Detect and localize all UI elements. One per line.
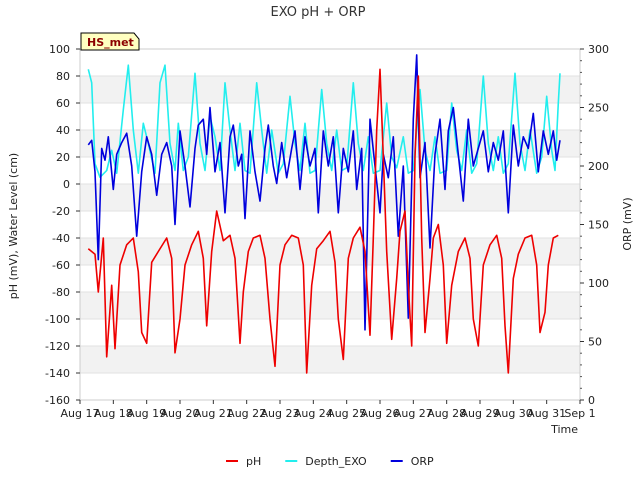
left-y-tick-label: 0 [63,178,70,191]
station-badge-label: HS_met [87,36,134,49]
legend-label-depth-exo: Depth_EXO [305,455,367,468]
x-tick-label: Aug 29 [461,407,500,420]
legend-label-orp: ORP [411,455,434,468]
left-y-tick-label: -120 [45,340,70,353]
x-tick-label: Aug 24 [294,407,333,420]
station-badge-shape [80,32,140,51]
right-y-tick-label: 0 [588,394,595,407]
x-tick-label: Aug 30 [494,407,533,420]
right-y-tick-label: 200 [588,160,609,173]
left-y-tick-label: 100 [49,43,70,56]
left-y-tick-label: -160 [45,394,70,407]
x-tick-label: Aug 18 [94,407,133,420]
series-line-orp [87,54,561,331]
grid-band [80,238,580,265]
right-y-axis: 0 50 100 150 200 250 300 [580,43,609,407]
x-tick-label: Aug 22 [227,407,266,420]
x-tick-label: Aug 25 [327,407,366,420]
grid-bands [80,48,580,401]
left-y-tick-label: 60 [56,97,70,110]
x-tick-label: Aug 23 [261,407,300,420]
x-tick-label: Sep 1 [564,407,595,420]
x-tick-label: Aug 17 [61,407,100,420]
right-y-tick-label: 50 [588,336,602,349]
left-y-tick-label: -40 [52,232,70,245]
left-y-axis-title: pH (mV), Water Level (cm) [7,153,20,299]
chart-title: EXO pH + ORP [271,5,366,20]
x-tick-label: Aug 31 [527,407,566,420]
x-tick-label: Aug 20 [161,407,200,420]
left-y-tick-label: -60 [52,259,70,272]
grid-band [80,292,580,319]
left-y-tick-label: -100 [45,313,70,326]
left-y-tick-label: -20 [52,205,70,218]
legend: pH Depth_EXO ORP [226,455,434,468]
left-y-tick-label: -80 [52,286,70,299]
left-y-tick-label: 40 [56,124,70,137]
right-y-axis-title: ORP (mV) [621,197,634,250]
series-line-ph [87,68,559,374]
x-tick-label: Aug 28 [427,407,466,420]
right-y-tick-label: 150 [588,219,609,232]
grid-band [80,346,580,373]
station-badge: HS_met [80,32,140,51]
x-axis-title: Time [550,423,578,436]
right-y-tick-label: 100 [588,277,609,290]
left-y-axis: -160 -140 -120 -100 -80 -60 -40 -20 0 20 40 60 80 100 [45,43,80,407]
left-y-tick-label: -140 [45,367,70,380]
x-tick-label: Aug 19 [127,407,166,420]
series-line-depth-exo [87,64,561,179]
left-y-tick-label: 20 [56,151,70,164]
grid-band [80,76,580,103]
right-y-tick-label: 250 [588,102,609,115]
grid-band [80,184,580,211]
right-y-tick-label: 300 [588,43,609,56]
left-y-tick-label: 80 [56,70,70,83]
x-tick-label: Aug 27 [394,407,433,420]
x-tick-label: Aug 26 [361,407,400,420]
series-layer [87,54,561,374]
x-tick-label: Aug 21 [194,407,233,420]
legend-label-ph: pH [246,455,261,468]
